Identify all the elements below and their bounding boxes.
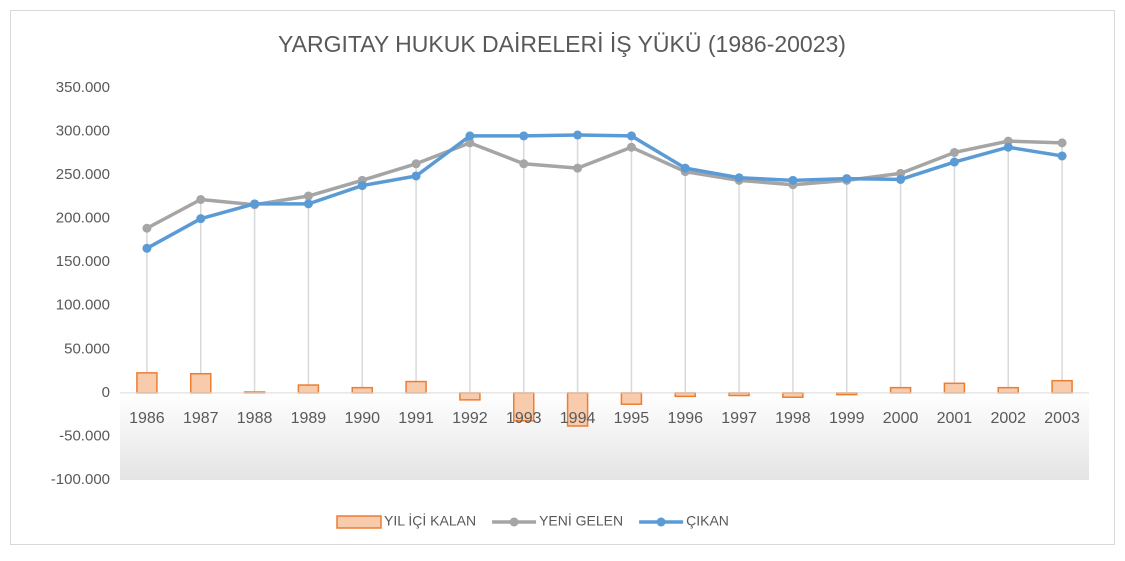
- point: [949, 157, 959, 167]
- x-tick-label: 2003: [1044, 410, 1080, 427]
- y-tick-label: 300.000: [56, 123, 110, 140]
- bar: [1051, 379, 1073, 394]
- point: [519, 159, 529, 169]
- legend-label: YIL İÇİ KALAN: [384, 512, 476, 529]
- point: [626, 131, 636, 141]
- x-tick-label: 2002: [990, 410, 1026, 427]
- x-tick-label: 1987: [183, 410, 219, 427]
- point: [896, 174, 906, 184]
- y-tick-label: 150.000: [56, 253, 110, 270]
- point: [196, 195, 206, 205]
- y-tick-label: 100.000: [56, 297, 110, 314]
- bar: [297, 384, 320, 394]
- point: [411, 159, 421, 169]
- point: [303, 191, 313, 201]
- bar: [889, 386, 912, 394]
- bar: [405, 380, 427, 394]
- legend-swatch: [336, 515, 382, 529]
- x-tick-label: 1990: [344, 410, 380, 427]
- y-tick-label: -50.000: [59, 427, 110, 444]
- y-tick-label: 250.000: [56, 166, 110, 183]
- legend-marker: [509, 517, 519, 527]
- bar: [351, 386, 373, 394]
- point: [1003, 142, 1013, 152]
- x-tick-label: 2001: [937, 410, 973, 427]
- bar: [674, 392, 696, 398]
- point: [842, 174, 852, 184]
- legend-marker: [656, 517, 666, 527]
- legend-label: ÇIKAN: [686, 513, 729, 529]
- point: [573, 130, 583, 140]
- x-tick-label: 1997: [721, 410, 757, 427]
- bar: [943, 382, 966, 394]
- point: [196, 214, 206, 224]
- point: [142, 243, 152, 253]
- x-tick-label: 1986: [129, 410, 165, 427]
- y-tick-label: 200.000: [56, 210, 110, 227]
- y-tick-label: 50.000: [64, 340, 110, 357]
- point: [626, 142, 636, 152]
- point: [519, 131, 529, 141]
- point: [465, 138, 475, 148]
- plot-band: [120, 392, 1089, 480]
- y-tick-label: -100.000: [51, 471, 110, 488]
- x-tick-label: 1991: [398, 410, 434, 427]
- point: [303, 199, 313, 209]
- x-tick-label: 1995: [614, 410, 650, 427]
- point: [734, 173, 744, 183]
- x-tick-label: 1996: [667, 410, 703, 427]
- x-tick-label: 1989: [291, 410, 327, 427]
- point: [1057, 151, 1067, 161]
- x-tick-label: 1993: [506, 410, 542, 427]
- bar: [190, 372, 212, 394]
- line: [146, 139, 1063, 230]
- bar: [459, 392, 481, 401]
- x-tick-label: 1999: [829, 410, 865, 427]
- bar: [782, 392, 804, 398]
- x-tick-label: 1998: [775, 410, 811, 427]
- y-tick-label: 0: [102, 384, 110, 401]
- point: [465, 131, 475, 141]
- point: [680, 163, 690, 173]
- chart-title: YARGITAY HUKUK DAİRELERİ İŞ YÜKÜ (1986-2…: [278, 31, 846, 57]
- point: [949, 147, 959, 157]
- x-tick-label: 2000: [883, 410, 919, 427]
- x-tick-label: 1988: [237, 410, 273, 427]
- x-tick-label: 1992: [452, 410, 488, 427]
- point: [1057, 138, 1067, 148]
- point: [357, 181, 367, 191]
- point: [142, 223, 152, 233]
- point: [573, 163, 583, 173]
- point: [411, 171, 421, 181]
- bar: [620, 392, 643, 405]
- x-tick-label: 1994: [560, 410, 596, 427]
- legend-label: YENİ GELEN: [539, 512, 623, 529]
- point: [788, 175, 798, 185]
- point: [250, 199, 260, 209]
- bar: [136, 372, 158, 394]
- line: [146, 133, 1063, 250]
- y-tick-label: 350.000: [56, 79, 110, 96]
- bar: [997, 386, 1019, 394]
